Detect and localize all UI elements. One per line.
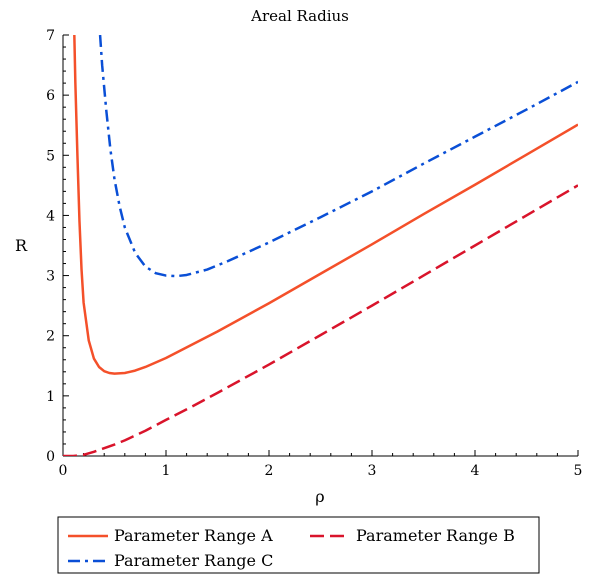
- x-tick-label: 4: [471, 463, 480, 479]
- series-line-c: [98, 35, 578, 278]
- series-group: [63, 35, 578, 456]
- y-ticks: 0 1 2 3 4 5 6 7: [46, 28, 69, 465]
- legend-box: [57, 516, 540, 574]
- y-axis-label: R: [15, 236, 28, 255]
- legend-label-b: Parameter Range B: [356, 526, 515, 545]
- chart-title: Areal Radius: [250, 7, 349, 25]
- y-tick-label: 6: [46, 88, 55, 104]
- y-tick-label: 3: [46, 269, 55, 285]
- series-line-b: [63, 184, 578, 456]
- x-tick-label: 1: [162, 463, 171, 479]
- legend-label-c: Parameter Range C: [114, 551, 273, 570]
- x-tick-label: 2: [265, 463, 274, 479]
- x-ticks: 0 1 2 3 4 5: [59, 450, 583, 479]
- y-tick-label: 0: [46, 449, 55, 465]
- y-tick-label: 7: [46, 28, 55, 44]
- x-tick-label: 3: [368, 463, 377, 479]
- y-tick-label: 2: [46, 329, 55, 345]
- x-tick-label: 0: [59, 463, 68, 479]
- axes: [62, 35, 578, 457]
- y-tick-label: 1: [46, 389, 55, 405]
- x-axis-label: ρ: [315, 487, 324, 506]
- y-tick-label: 5: [46, 148, 55, 164]
- legend-label-a: Parameter Range A: [114, 526, 273, 545]
- series-line-a: [73, 35, 578, 375]
- legend: Parameter Range A Parameter Range B Parame…: [57, 516, 540, 574]
- y-tick-label: 4: [46, 208, 55, 224]
- x-tick-label: 5: [574, 463, 583, 479]
